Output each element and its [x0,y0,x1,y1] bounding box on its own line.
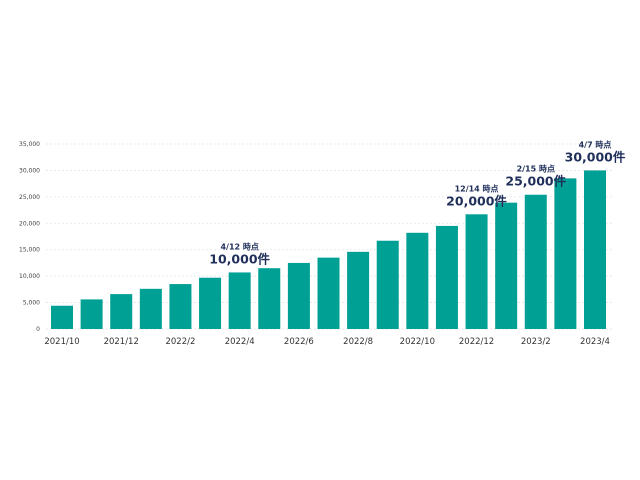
annotation-date: 4/7 時点 [579,139,612,149]
y-axis: 0 5,000 10,000 15,000 20,000 25,000 30,000 35,0… [19,141,40,333]
annotation-count: 25,000件 [505,174,566,189]
x-tick-label: 2022/6 [284,337,314,347]
x-tick-label: 2022/10 [400,337,435,347]
y-tick-label: 15,000 [19,247,40,254]
x-tick-label: 2022/2 [165,337,195,347]
bar [80,299,103,329]
bar [406,232,429,329]
bar [169,284,192,329]
bar [376,240,399,329]
y-tick-label: 5,000 [23,300,40,307]
x-axis: 2021/10 2021/12 2022/2 2022/4 2022/6 2022/8 20… [44,337,610,347]
annotation-count: 10,000件 [209,251,270,266]
bar [554,178,577,329]
bar [435,225,458,329]
bar [110,294,133,329]
bar [139,288,162,329]
annotation-count: 30,000件 [565,149,626,164]
y-tick-label: 20,000 [19,220,40,227]
bar [584,170,606,329]
y-tick-label: 10,000 [19,273,40,280]
x-tick-label: 2023/2 [521,337,551,347]
bar [465,214,488,329]
annotation-date: 2/15 時点 [517,164,555,174]
x-tick-label: 2022/8 [343,337,373,347]
bar [51,305,73,329]
x-tick-label: 2022/12 [459,337,494,347]
bar [524,194,547,329]
y-tick-label: 25,000 [19,194,40,201]
bar [228,272,251,329]
y-tick-label: 0 [36,326,40,333]
annotation-date: 12/14 時点 [455,183,499,193]
annotation-date: 4/12 時点 [220,241,258,251]
bar [287,262,310,329]
bars [51,170,606,329]
x-tick-label: 2021/10 [44,337,79,347]
bar [495,202,518,329]
x-tick-label: 2023/4 [580,337,610,347]
bar [317,257,340,329]
y-tick-label: 30,000 [19,167,40,174]
y-tick-label: 35,000 [19,141,40,148]
x-tick-label: 2022/4 [225,337,255,347]
bar [258,268,281,329]
x-tick-label: 2021/12 [104,337,139,347]
annotation-count: 20,000件 [446,193,507,208]
bar [199,277,222,329]
bar [347,251,370,329]
